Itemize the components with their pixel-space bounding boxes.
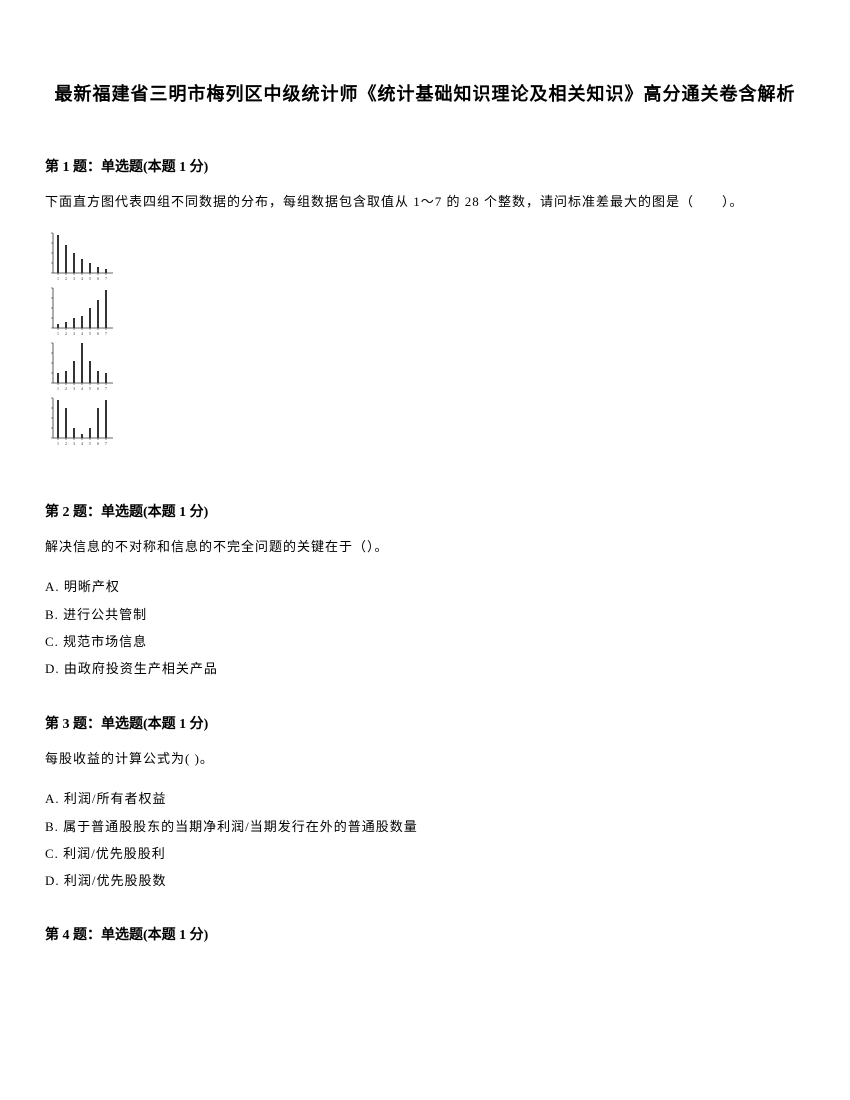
svg-text:2: 2 bbox=[65, 331, 67, 336]
svg-text:3: 3 bbox=[73, 386, 75, 391]
svg-text:7: 7 bbox=[105, 331, 107, 336]
q3-header: 第 3 题：单选题(本题 1 分) bbox=[45, 713, 805, 733]
q2-header: 第 2 题：单选题(本题 1 分) bbox=[45, 501, 805, 521]
q4-header: 第 4 题：单选题(本题 1 分) bbox=[45, 924, 805, 944]
q2-option-d: D. 由政府投资生产相关产品 bbox=[45, 655, 805, 682]
histogram-a: 1 2 3 4 5 6 7 bbox=[45, 229, 115, 281]
svg-text:3: 3 bbox=[73, 276, 75, 281]
svg-text:7: 7 bbox=[105, 441, 107, 446]
q2-option-b: B. 进行公共管制 bbox=[45, 601, 805, 628]
svg-text:6: 6 bbox=[97, 441, 99, 446]
svg-text:7: 7 bbox=[105, 276, 107, 281]
svg-text:3: 3 bbox=[73, 331, 75, 336]
page-title: 最新福建省三明市梅列区中级统计师《统计基础知识理论及相关知识》高分通关卷含解析 bbox=[45, 80, 805, 106]
svg-text:2: 2 bbox=[65, 386, 67, 391]
svg-text:4: 4 bbox=[81, 331, 83, 336]
q3-option-a: A. 利润/所有者权益 bbox=[45, 785, 805, 812]
svg-text:5: 5 bbox=[89, 276, 91, 281]
q3-option-d: D. 利润/优先股股数 bbox=[45, 867, 805, 894]
svg-text:4: 4 bbox=[81, 441, 83, 446]
svg-text:2: 2 bbox=[65, 276, 67, 281]
q2-text: 解决信息的不对称和信息的不完全问题的关键在于（）。 bbox=[45, 535, 805, 560]
q1-histograms: 1 2 3 4 5 6 7 1 2 3 4 5 6 7 1 2 3 4 5 6 7 1 2 3 4 5 6 7 bbox=[45, 229, 805, 446]
q3-text: 每股收益的计算公式为( )。 bbox=[45, 747, 805, 772]
svg-text:6: 6 bbox=[97, 386, 99, 391]
svg-text:4: 4 bbox=[81, 276, 83, 281]
q3-option-c: C. 利润/优先股股利 bbox=[45, 840, 805, 867]
svg-text:1: 1 bbox=[57, 386, 59, 391]
svg-text:1: 1 bbox=[57, 441, 59, 446]
svg-text:4: 4 bbox=[81, 386, 83, 391]
svg-text:6: 6 bbox=[97, 331, 99, 336]
svg-text:7: 7 bbox=[105, 386, 107, 391]
svg-text:1: 1 bbox=[57, 276, 59, 281]
svg-text:1: 1 bbox=[57, 331, 59, 336]
svg-text:3: 3 bbox=[73, 441, 75, 446]
q3-option-b: B. 属于普通股股东的当期净利润/当期发行在外的普通股数量 bbox=[45, 813, 805, 840]
q1-text: 下面直方图代表四组不同数据的分布，每组数据包含取值从 1～7 的 28 个整数，… bbox=[45, 190, 805, 215]
svg-text:5: 5 bbox=[89, 331, 91, 336]
svg-text:5: 5 bbox=[89, 441, 91, 446]
svg-text:6: 6 bbox=[97, 276, 99, 281]
q2-option-c: C. 规范市场信息 bbox=[45, 628, 805, 655]
svg-text:2: 2 bbox=[65, 441, 67, 446]
q1-header: 第 1 题：单选题(本题 1 分) bbox=[45, 156, 805, 176]
histogram-c: 1 2 3 4 5 6 7 bbox=[45, 339, 115, 391]
histogram-d: 1 2 3 4 5 6 7 bbox=[45, 394, 115, 446]
histogram-b: 1 2 3 4 5 6 7 bbox=[45, 284, 115, 336]
q2-option-a: A. 明晰产权 bbox=[45, 573, 805, 600]
svg-text:5: 5 bbox=[89, 386, 91, 391]
